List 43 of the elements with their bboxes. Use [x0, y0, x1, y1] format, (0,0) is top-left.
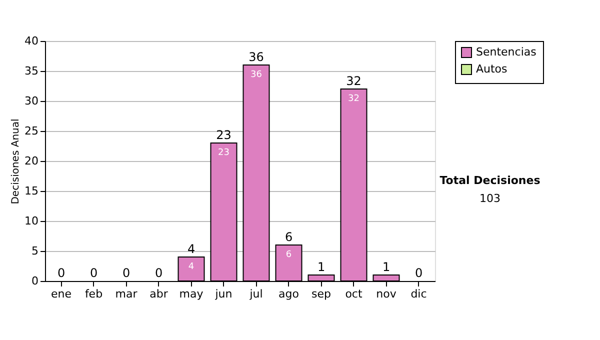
- y-tick-label: 35: [24, 64, 38, 78]
- y-tick-label: 20: [24, 154, 38, 168]
- total-label: 4: [187, 242, 196, 256]
- total-label: 0: [154, 266, 163, 280]
- data-label: 6: [286, 250, 292, 260]
- y-axis-title: Decisiones Anual: [10, 118, 22, 204]
- y-tick-label: 30: [24, 94, 38, 108]
- text: 103: [480, 192, 500, 205]
- total-label: 1: [317, 260, 326, 274]
- y-tick-label: 25: [24, 124, 38, 138]
- y-tick-label: 40: [24, 34, 38, 48]
- x-tick-label: mar: [115, 288, 138, 300]
- total-label: 23: [216, 128, 232, 142]
- total-label: 32: [346, 74, 362, 88]
- y-tick-label: 15: [24, 184, 38, 198]
- x-tick-label: oct: [345, 288, 363, 300]
- total-label: 0: [57, 266, 66, 280]
- legend-label: Autos: [476, 62, 508, 76]
- x-tick-label: abr: [150, 288, 168, 300]
- total-label: 0: [90, 266, 98, 280]
- x-tick-label: sep: [312, 288, 332, 300]
- x-tick-label: may: [179, 288, 204, 300]
- y-tick-label: 5: [32, 244, 38, 258]
- total-label: 36: [248, 50, 264, 64]
- data-label: 23: [218, 148, 230, 158]
- data-label: 32: [348, 94, 360, 104]
- x-tick-label: ene: [50, 288, 72, 300]
- x-tick-label: ago: [278, 288, 300, 300]
- text: Total Decisiones: [440, 174, 541, 187]
- x-tick-label: nov: [376, 288, 397, 300]
- x-tick-label: jul: [248, 288, 263, 300]
- total-label: 1: [382, 260, 390, 274]
- x-tick-label: jun: [214, 288, 232, 300]
- total-label: 6: [284, 230, 293, 244]
- data-label: 4: [188, 262, 194, 272]
- total-label: 0: [122, 266, 130, 280]
- x-tick-label: dic: [410, 288, 427, 300]
- data-label: 36: [250, 70, 262, 80]
- x-tick-label: feb: [84, 288, 103, 300]
- legend-label: Sentencias: [476, 46, 537, 58]
- total-label: 0: [414, 266, 423, 280]
- y-tick-label: 0: [32, 274, 38, 288]
- y-tick-label: 10: [24, 214, 38, 228]
